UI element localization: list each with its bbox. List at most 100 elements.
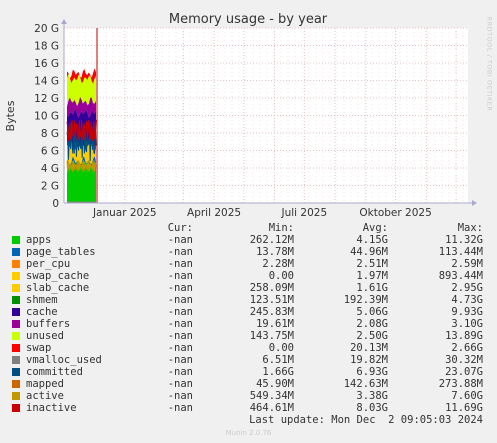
legend-swatch: [12, 356, 20, 364]
legend-min: 1.66G: [262, 366, 294, 378]
legend-avg: 1.61G: [356, 282, 388, 294]
legend-cur: -nan: [167, 318, 193, 330]
legend-cur: -nan: [167, 234, 193, 246]
legend-max: 23.07G: [445, 366, 483, 378]
legend-avg: 20.13M: [350, 342, 388, 354]
legend-cur: -nan: [167, 402, 193, 414]
legend-name: slab_cache: [26, 282, 90, 294]
area-buffers: [67, 96, 96, 118]
legend-max: 7.60G: [451, 390, 483, 402]
legend-row-cache: cache -nan 245.83M 5.06G 9.93G: [0, 306, 497, 318]
legend-avg: 44.96M: [350, 246, 388, 258]
legend-min: 123.51M: [249, 294, 294, 306]
legend-max: 11.32G: [445, 234, 483, 246]
legend-min: 0.00: [268, 270, 294, 282]
legend-cur: -nan: [167, 342, 193, 354]
grid: [64, 27, 468, 204]
area-unused: [67, 73, 96, 107]
legend-max: 11.69G: [445, 402, 483, 414]
line-active: [66, 160, 97, 173]
legend-cur: -nan: [167, 258, 193, 270]
legend-row-page_tables: page_tables -nan 13.78M 44.96M 113.44M: [0, 246, 497, 258]
legend-avg: 19.82M: [350, 354, 388, 366]
x-tick-label: Oktober 2025: [359, 207, 431, 219]
legend-swatch: [12, 380, 20, 388]
legend-avg: 3.38G: [356, 390, 388, 402]
y-tick-labels: 0 2 G 4 G 6 G 8 G 10 G 12 G 14 G 16 G 18 G 20 G: [34, 23, 59, 210]
legend-row-swap: swap -nan 0.00 20.13M 2.66G: [0, 342, 497, 354]
legend-min: 6.51M: [262, 354, 294, 366]
legend-row-vmalloc_used: vmalloc_used -nan 6.51M 19.82M 30.32M: [0, 354, 497, 366]
legend-swatch: [12, 320, 20, 328]
legend-min: 19.61M: [256, 318, 294, 330]
axes: [61, 19, 477, 206]
legend-min: 464.61M: [249, 402, 294, 414]
x-tick-label: Januar 2025: [92, 207, 157, 219]
y-axis-arrow: [61, 19, 67, 24]
legend-name: per_cpu: [26, 258, 71, 270]
line-inactive: [66, 119, 97, 141]
legend-name: swap_cache: [26, 270, 90, 282]
x-axis-arrow: [472, 200, 477, 206]
legend-max: 2.66G: [451, 342, 483, 354]
chart-title: Memory usage - by year: [169, 12, 328, 27]
legend-max: 9.93G: [451, 306, 483, 318]
legend-avg: 6.93G: [356, 366, 388, 378]
legend-min: 245.83M: [249, 306, 294, 318]
y-tick-label: 20 G: [34, 23, 59, 35]
y-axis-label: Bytes: [4, 100, 17, 131]
y-tick-label: 16 G: [34, 58, 59, 70]
area-swap: [67, 68, 96, 84]
legend-row-inactive: inactive -nan 464.61M 8.03G 11.69G: [0, 402, 497, 414]
legend-cur: -nan: [167, 306, 193, 318]
legend-cur: -nan: [167, 378, 193, 390]
legend-swatch: [12, 368, 20, 376]
legend-max: 2.95G: [451, 282, 483, 294]
legend-max: 3.10G: [451, 318, 483, 330]
legend-avg: 4.15G: [356, 234, 388, 246]
legend-swatch: [12, 236, 20, 244]
legend-min: 2.28M: [262, 258, 294, 270]
legend-name: mapped: [26, 378, 64, 390]
legend-max: 113.44M: [438, 246, 483, 258]
legend-avg: 1.97M: [356, 270, 388, 282]
legend-avg: 2.08G: [356, 318, 388, 330]
legend-header-min: Min:: [268, 222, 294, 234]
x-tick-labels: Januar 2025 April 2025 Juli 2025 Oktober 20…: [92, 207, 432, 219]
legend-swatch: [12, 272, 20, 280]
legend-cur: -nan: [167, 270, 193, 282]
legend-avg: 192.39M: [343, 294, 388, 306]
legend-min: 143.75M: [249, 330, 294, 342]
area-slab_cache: [67, 141, 96, 166]
y-tick-label: 14 G: [34, 76, 59, 88]
legend-row-unused: unused -nan 143.75M 2.50G 13.89G: [0, 330, 497, 342]
x-tick-label: Juli 2025: [280, 207, 327, 219]
legend-name: active: [26, 390, 64, 402]
legend-avg: 5.06G: [356, 306, 388, 318]
legend-max: 273.88M: [438, 378, 483, 390]
legend-cur: -nan: [167, 282, 193, 294]
legend-swatch: [12, 248, 20, 256]
legend-max: 2.59M: [451, 258, 483, 270]
legend-swatch: [12, 260, 20, 268]
legend-header-max: Max:: [457, 222, 483, 234]
munin-version: Munin 2.0.76: [225, 429, 272, 437]
legend-name: shmem: [26, 294, 58, 306]
legend-header-cur: Cur:: [167, 222, 193, 234]
legend-cur: -nan: [167, 246, 193, 258]
legend-name: buffers: [26, 318, 71, 330]
area-apps: [67, 160, 96, 203]
legend-swatch: [12, 284, 20, 292]
legend-row-mapped: mapped -nan 45.90M 142.63M 273.88M: [0, 378, 497, 390]
legend-name: committed: [26, 366, 83, 378]
line-committed: [66, 121, 97, 162]
legend-avg: 142.63M: [343, 378, 388, 390]
legend-name: swap: [26, 342, 52, 354]
y-tick-label: 0: [52, 198, 59, 210]
legend-avg: 2.50G: [356, 330, 388, 342]
legend-swatch: [12, 296, 20, 304]
legend-row-slab_cache: slab_cache -nan 258.09M 1.61G 2.95G: [0, 282, 497, 294]
legend-name: vmalloc_used: [26, 354, 102, 366]
legend-swatch: [12, 392, 20, 400]
legend-swatch: [12, 308, 20, 316]
